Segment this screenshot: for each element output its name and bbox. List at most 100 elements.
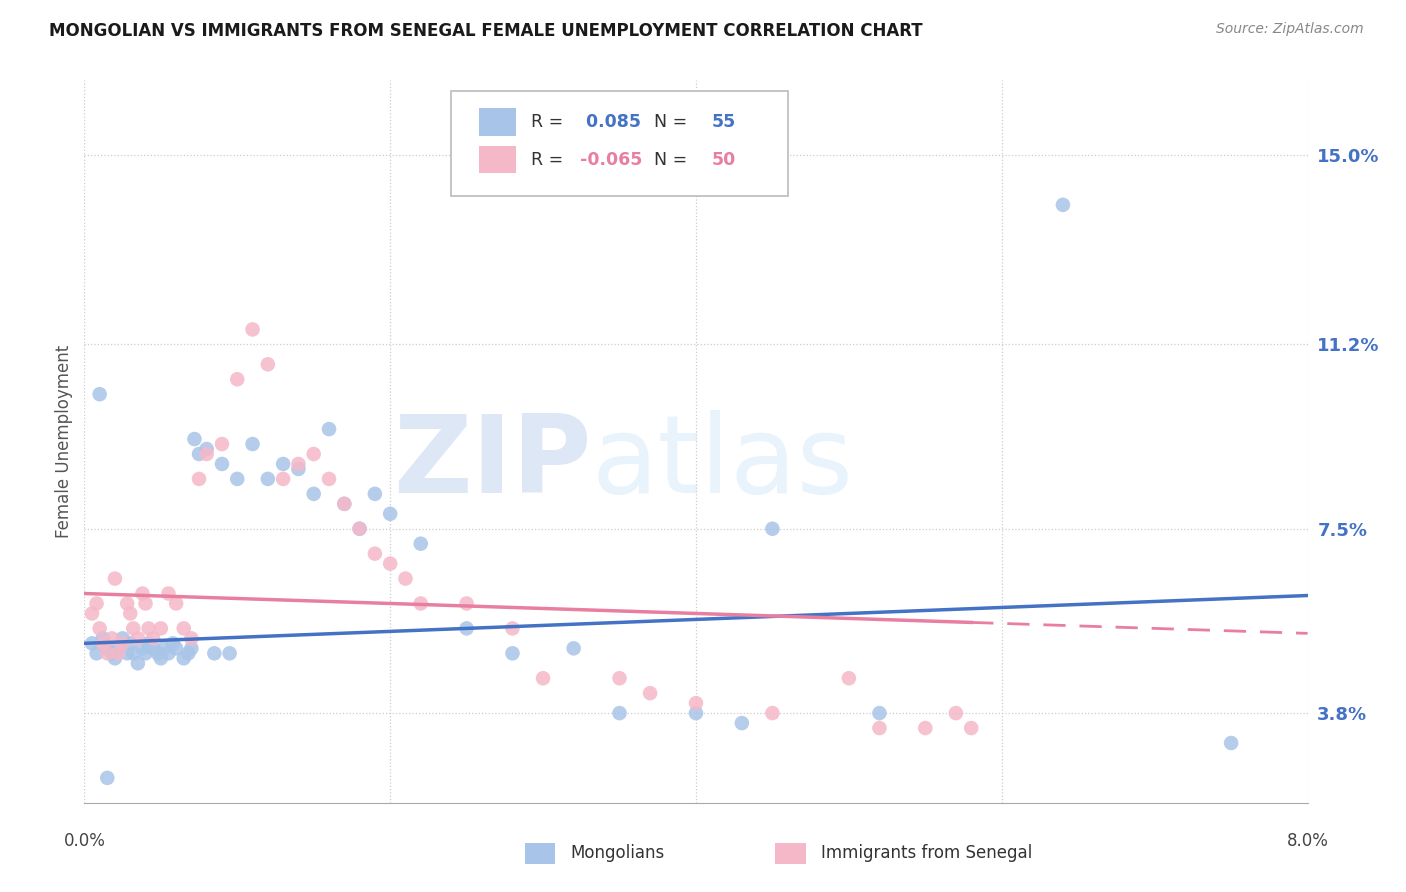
Point	[180, 641, 202, 656]
Point	[89, 387, 111, 401]
Point	[287, 457, 309, 471]
Point	[502, 646, 524, 660]
Point	[257, 357, 280, 371]
Point	[211, 437, 233, 451]
Point	[101, 646, 124, 660]
Point	[609, 671, 631, 685]
Point	[731, 716, 754, 731]
Point	[104, 572, 127, 586]
Text: R =: R =	[531, 113, 568, 131]
Point	[146, 646, 169, 660]
Text: N =: N =	[644, 113, 693, 131]
Point	[242, 322, 264, 336]
Point	[115, 646, 138, 660]
Text: atlas: atlas	[592, 410, 853, 516]
Point	[364, 547, 387, 561]
Point	[153, 641, 176, 656]
Point	[380, 557, 402, 571]
Y-axis label: Female Unemployment: Female Unemployment	[55, 345, 73, 538]
Point	[120, 636, 142, 650]
Point	[91, 636, 114, 650]
Point	[107, 641, 129, 656]
Point	[89, 621, 111, 635]
Point	[180, 632, 202, 646]
Point	[142, 641, 165, 656]
Point	[115, 597, 138, 611]
Point	[177, 646, 200, 660]
Text: Mongolians: Mongolians	[569, 845, 664, 863]
Point	[104, 651, 127, 665]
Point	[226, 472, 249, 486]
Point	[318, 422, 340, 436]
Point	[127, 657, 149, 671]
Point	[111, 636, 134, 650]
Text: N =: N =	[644, 151, 693, 169]
Point	[96, 771, 118, 785]
Text: R =: R =	[531, 151, 568, 169]
Text: 0.0%: 0.0%	[63, 831, 105, 850]
Point	[945, 706, 967, 720]
Point	[188, 472, 211, 486]
Point	[761, 522, 783, 536]
Point	[380, 507, 402, 521]
Point	[195, 447, 218, 461]
Point	[685, 696, 707, 710]
Point	[96, 646, 118, 660]
Point	[456, 597, 478, 611]
Text: MONGOLIAN VS IMMIGRANTS FROM SENEGAL FEMALE UNEMPLOYMENT CORRELATION CHART: MONGOLIAN VS IMMIGRANTS FROM SENEGAL FEM…	[49, 22, 922, 40]
Point	[531, 671, 554, 685]
Point	[562, 641, 585, 656]
FancyBboxPatch shape	[479, 109, 516, 136]
Point	[242, 437, 264, 451]
FancyBboxPatch shape	[451, 91, 787, 196]
Point	[211, 457, 233, 471]
Point	[188, 447, 211, 461]
Point	[202, 646, 225, 660]
Point	[107, 646, 129, 660]
Point	[183, 432, 205, 446]
Point	[914, 721, 936, 735]
Point	[838, 671, 860, 685]
Text: 55: 55	[711, 113, 737, 131]
Text: Immigrants from Senegal: Immigrants from Senegal	[821, 845, 1032, 863]
Point	[86, 597, 108, 611]
Point	[456, 621, 478, 635]
Point	[287, 462, 309, 476]
Point	[173, 621, 195, 635]
Text: 50: 50	[711, 151, 737, 169]
Point	[364, 487, 387, 501]
Point	[409, 537, 432, 551]
Point	[111, 632, 134, 646]
Point	[1052, 198, 1074, 212]
Point	[257, 472, 280, 486]
Point	[349, 522, 371, 536]
FancyBboxPatch shape	[776, 843, 806, 864]
Point	[1220, 736, 1243, 750]
Text: ZIP: ZIP	[394, 410, 592, 516]
Point	[101, 632, 124, 646]
Point	[135, 646, 157, 660]
Point	[302, 447, 325, 461]
Point	[960, 721, 983, 735]
Point	[869, 706, 891, 720]
Point	[165, 641, 187, 656]
Point	[135, 597, 157, 611]
Point	[120, 607, 142, 621]
Point	[638, 686, 661, 700]
Point	[142, 632, 165, 646]
Point	[349, 522, 371, 536]
Text: 8.0%: 8.0%	[1286, 831, 1329, 850]
Point	[394, 572, 416, 586]
Point	[218, 646, 240, 660]
Point	[138, 636, 160, 650]
Point	[226, 372, 249, 386]
Point	[173, 651, 195, 665]
Point	[122, 646, 145, 660]
Point	[869, 721, 891, 735]
Point	[271, 472, 294, 486]
Point	[271, 457, 294, 471]
Point	[149, 621, 172, 635]
FancyBboxPatch shape	[524, 843, 555, 864]
Text: -0.065: -0.065	[579, 151, 643, 169]
Point	[127, 632, 149, 646]
